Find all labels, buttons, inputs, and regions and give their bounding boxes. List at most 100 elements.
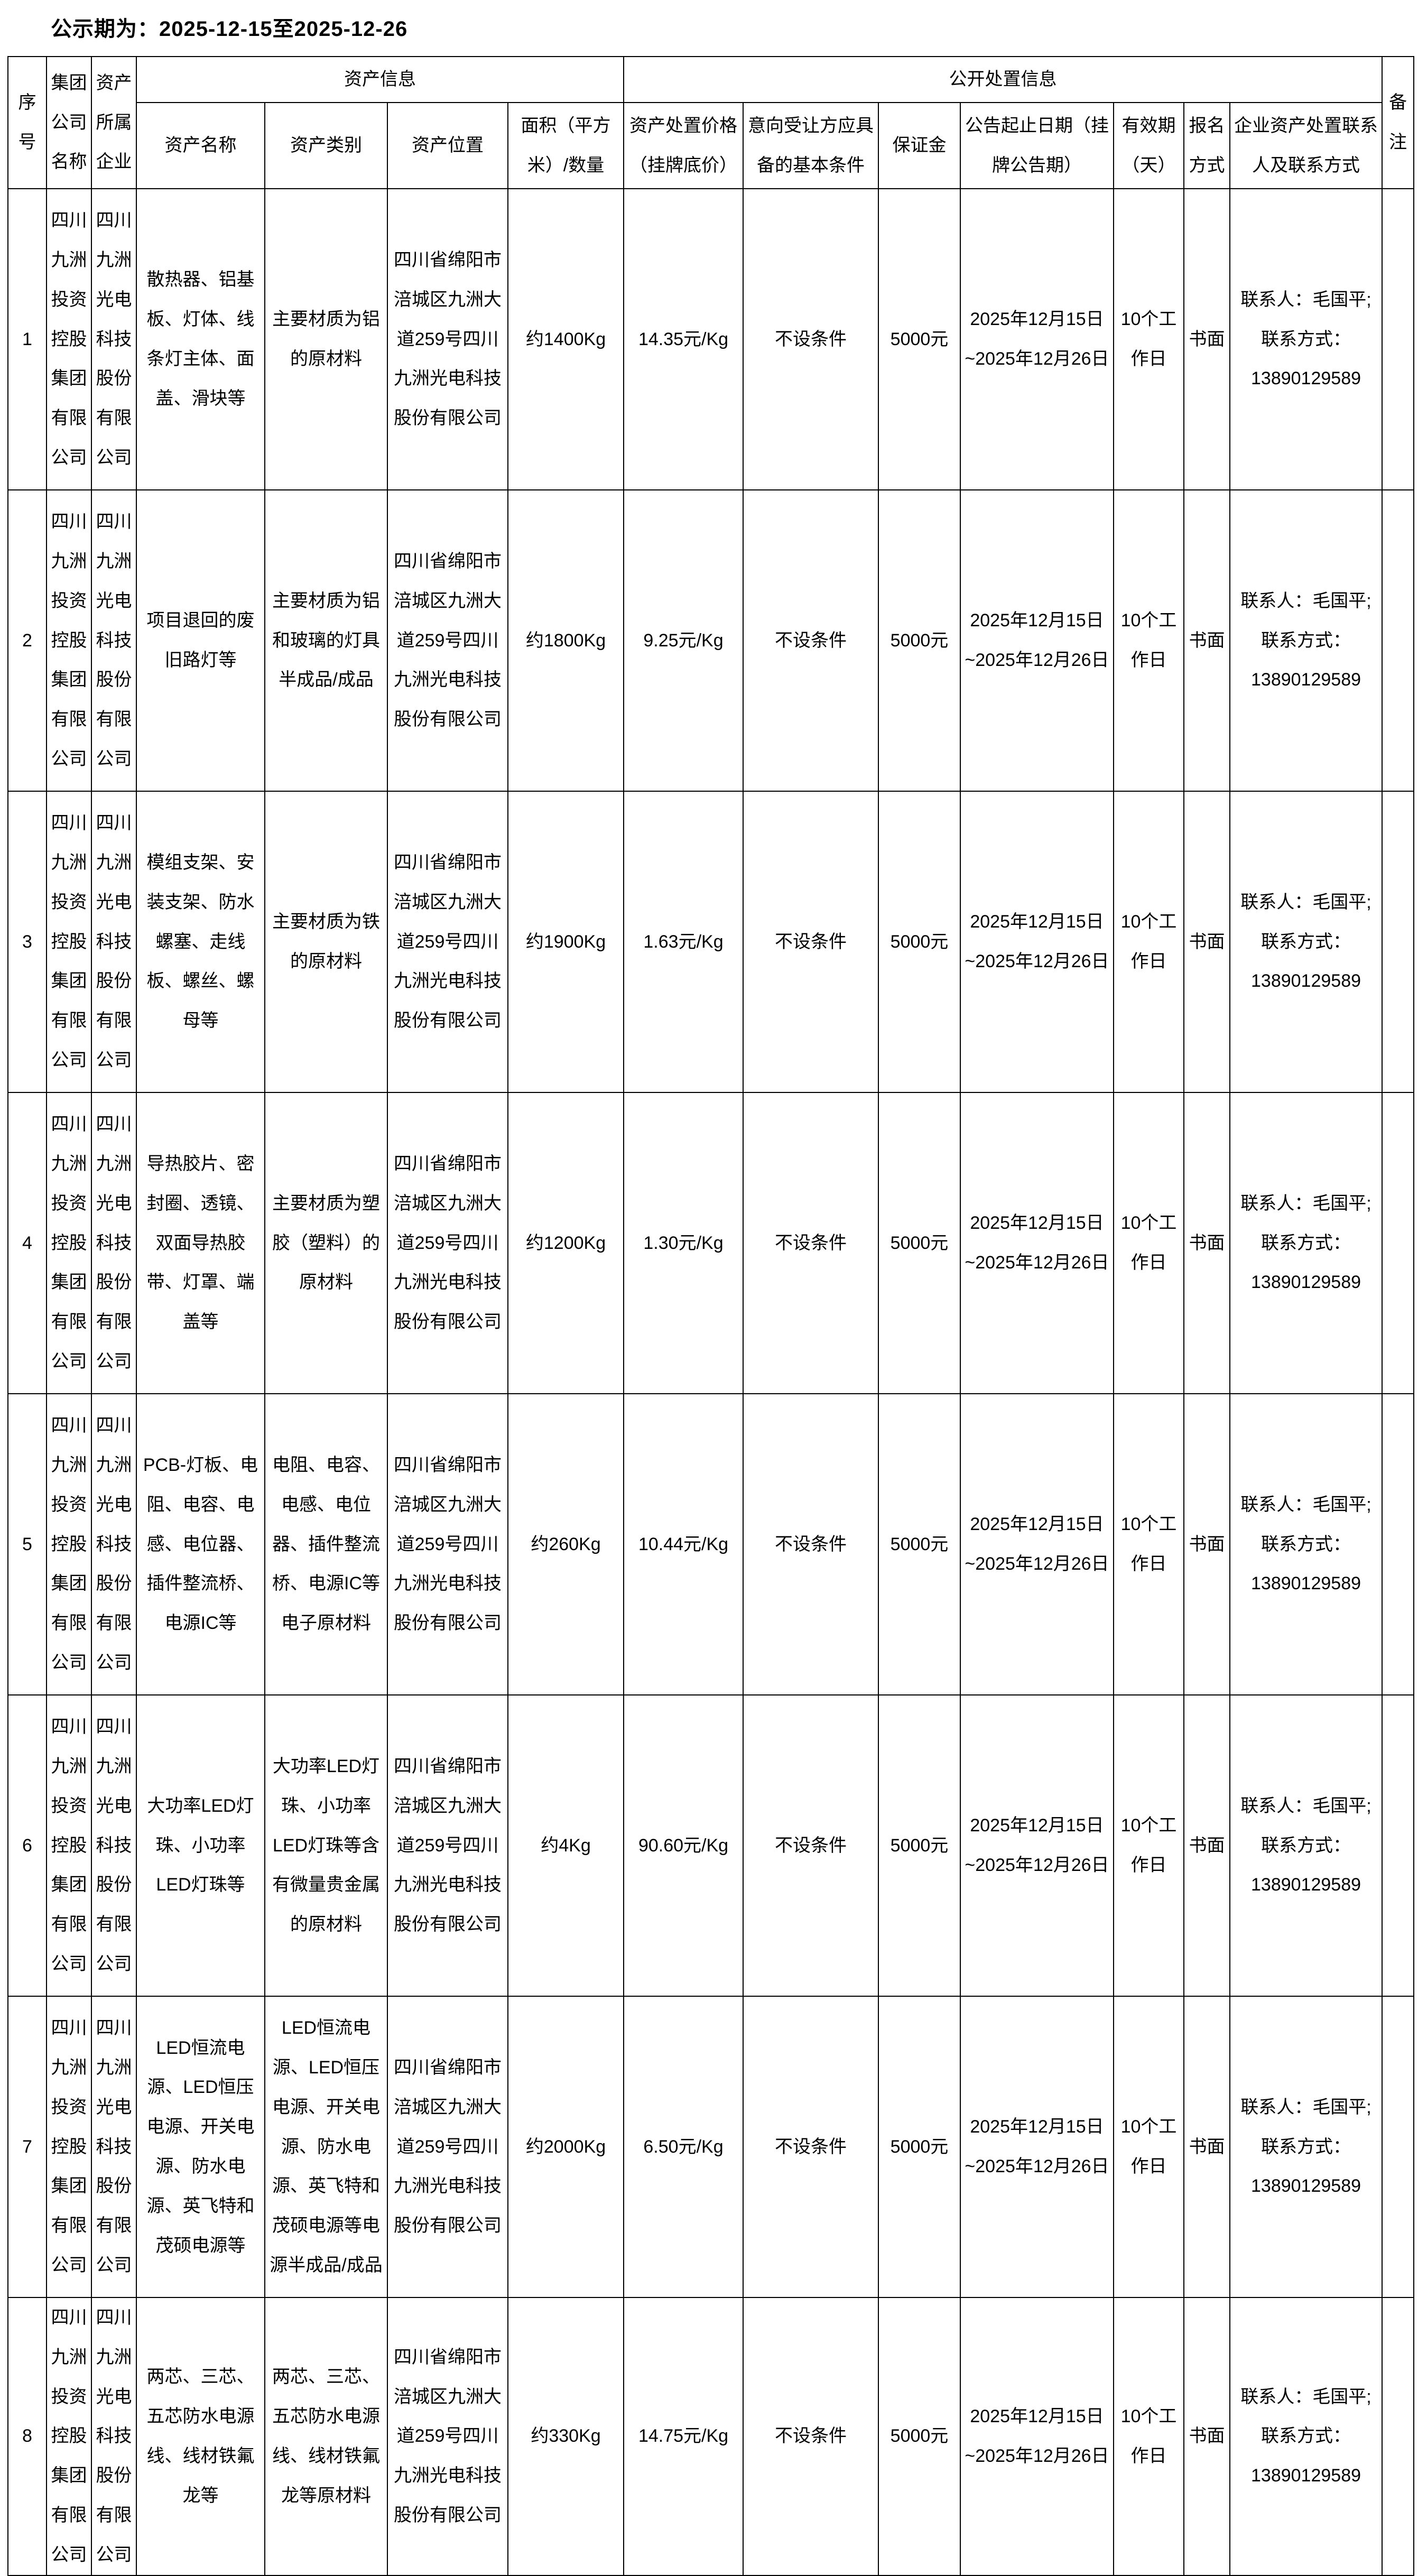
header-asset-info-group: 资产信息 xyxy=(136,56,624,103)
cell-asset-category: 大功率LED灯珠、小功率LED灯珠等含有微量贵金属的原材料 xyxy=(264,1694,388,1997)
cell-group-company: 四川九洲投资控股集团有限公司 xyxy=(46,791,92,1093)
cell-quantity: 约4Kg xyxy=(507,1694,624,1997)
cell-serial: 2 xyxy=(7,489,47,792)
table-row: 1 四川九洲投资控股集团有限公司 四川九洲光电科技股份有限公司 散热器、铝基板、… xyxy=(7,188,1415,490)
cell-asset-name: LED恒流电源、LED恒压电源、开关电源、防水电源、英飞特和茂硕电源等 xyxy=(136,1996,265,2298)
cell-asset-location: 四川省绵阳市涪城区九洲大道259号四川九洲光电科技股份有限公司 xyxy=(387,791,508,1093)
table-row: 4 四川九洲投资控股集团有限公司 四川九洲光电科技股份有限公司 导热胶片、密封圈… xyxy=(7,1092,1415,1394)
cell-remarks xyxy=(1382,1393,1415,1695)
cell-group-company: 四川九洲投资控股集团有限公司 xyxy=(46,2297,92,2576)
cell-serial: 8 xyxy=(7,2297,47,2576)
cell-asset-category: 主要材质为铝的原材料 xyxy=(264,188,388,490)
cell-notice-dates: 2025年12月15日~2025年12月26日 xyxy=(960,188,1114,490)
cell-asset-name: 模组支架、安装支架、防水螺塞、走线板、螺丝、螺母等 xyxy=(136,791,265,1093)
cell-contact: 联系人：毛国平;联系方式：13890129589 xyxy=(1229,1694,1383,1997)
cell-quantity: 约1400Kg xyxy=(507,188,624,490)
cell-deposit: 5000元 xyxy=(878,188,961,490)
cell-asset-category: 主要材质为铁的原材料 xyxy=(264,791,388,1093)
cell-price: 1.30元/Kg xyxy=(623,1092,744,1394)
header-area-quantity: 面积（平方米）/数量 xyxy=(507,102,624,189)
cell-notice-dates: 2025年12月15日~2025年12月26日 xyxy=(960,1092,1114,1394)
cell-registration: 书面 xyxy=(1183,1694,1230,1997)
cell-validity: 10个工作日 xyxy=(1113,489,1184,792)
header-asset-category: 资产类别 xyxy=(264,102,388,189)
cell-quantity: 约1200Kg xyxy=(507,1092,624,1394)
cell-asset-category: LED恒流电源、LED恒压电源、开关电源、防水电源、英飞特和茂硕电源等电源半成品… xyxy=(264,1996,388,2298)
cell-price: 9.25元/Kg xyxy=(623,489,744,792)
cell-asset-location: 四川省绵阳市涪城区九洲大道259号四川九洲光电科技股份有限公司 xyxy=(387,188,508,490)
cell-asset-enterprise: 四川九洲光电科技股份有限公司 xyxy=(91,489,137,792)
cell-validity: 10个工作日 xyxy=(1113,1092,1184,1394)
cell-asset-name: 大功率LED灯珠、小功率LED灯珠等 xyxy=(136,1694,265,1997)
cell-price: 14.35元/Kg xyxy=(623,188,744,490)
cell-deposit: 5000元 xyxy=(878,1092,961,1394)
cell-remarks xyxy=(1382,1694,1415,1997)
cell-deposit: 5000元 xyxy=(878,1393,961,1695)
cell-price: 14.75元/Kg xyxy=(623,2297,744,2576)
cell-remarks xyxy=(1382,188,1415,490)
cell-asset-location: 四川省绵阳市涪城区九洲大道259号四川九洲光电科技股份有限公司 xyxy=(387,1694,508,1997)
cell-quantity: 约2000Kg xyxy=(507,1996,624,2298)
cell-deposit: 5000元 xyxy=(878,1694,961,1997)
header-notice-dates: 公告起止日期（挂牌公告期） xyxy=(960,102,1114,189)
cell-serial: 4 xyxy=(7,1092,47,1394)
cell-contact: 联系人：毛国平;联系方式：13890129589 xyxy=(1229,2297,1383,2576)
cell-registration: 书面 xyxy=(1183,791,1230,1093)
cell-serial: 7 xyxy=(7,1996,47,2298)
header-disposal-info-group: 公开处置信息 xyxy=(623,56,1383,103)
cell-notice-dates: 2025年12月15日~2025年12月26日 xyxy=(960,1694,1114,1997)
cell-asset-name: 项目退回的废旧路灯等 xyxy=(136,489,265,792)
cell-contact: 联系人：毛国平;联系方式：13890129589 xyxy=(1229,489,1383,792)
cell-asset-location: 四川省绵阳市涪城区九洲大道259号四川九洲光电科技股份有限公司 xyxy=(387,1393,508,1695)
cell-contact: 联系人：毛国平;联系方式：13890129589 xyxy=(1229,1092,1383,1394)
cell-group-company: 四川九洲投资控股集团有限公司 xyxy=(46,1092,92,1394)
cell-notice-dates: 2025年12月15日~2025年12月26日 xyxy=(960,2297,1114,2576)
cell-asset-enterprise: 四川九洲光电科技股份有限公司 xyxy=(91,1393,137,1695)
cell-contact: 联系人：毛国平;联系方式：13890129589 xyxy=(1229,791,1383,1093)
table-row: 7 四川九洲投资控股集团有限公司 四川九洲光电科技股份有限公司 LED恒流电源、… xyxy=(7,1996,1415,2298)
notice-period-title: 公示期为：2025-12-15至2025-12-26 xyxy=(51,17,408,41)
cell-conditions: 不设条件 xyxy=(743,1393,879,1695)
cell-deposit: 5000元 xyxy=(878,2297,961,2576)
header-row-2: 资产名称 资产类别 资产位置 面积（平方米）/数量 资产处置价格（挂牌底价） 意… xyxy=(8,102,1414,189)
cell-quantity: 约330Kg xyxy=(507,2297,624,2576)
cell-notice-dates: 2025年12月15日~2025年12月26日 xyxy=(960,1393,1114,1695)
table-row: 3 四川九洲投资控股集团有限公司 四川九洲光电科技股份有限公司 模组支架、安装支… xyxy=(7,791,1415,1093)
cell-asset-name: 导热胶片、密封圈、透镜、双面导热胶带、灯罩、端盖等 xyxy=(136,1092,265,1394)
cell-asset-enterprise: 四川九洲光电科技股份有限公司 xyxy=(91,1996,137,2298)
cell-asset-enterprise: 四川九洲光电科技股份有限公司 xyxy=(91,791,137,1093)
cell-asset-location: 四川省绵阳市涪城区九洲大道259号四川九洲光电科技股份有限公司 xyxy=(387,489,508,792)
header-conditions: 意向受让方应具备的基本条件 xyxy=(743,102,879,189)
header-contact: 企业资产处置联系人及联系方式 xyxy=(1229,102,1383,189)
cell-asset-location: 四川省绵阳市涪城区九洲大道259号四川九洲光电科技股份有限公司 xyxy=(387,1996,508,2298)
cell-notice-dates: 2025年12月15日~2025年12月26日 xyxy=(960,791,1114,1093)
cell-deposit: 5000元 xyxy=(878,1996,961,2298)
cell-registration: 书面 xyxy=(1183,1092,1230,1394)
header-deposit: 保证金 xyxy=(878,102,961,189)
cell-asset-enterprise: 四川九洲光电科技股份有限公司 xyxy=(91,188,137,490)
cell-group-company: 四川九洲投资控股集团有限公司 xyxy=(46,1694,92,1997)
cell-asset-category: 主要材质为塑胶（塑料）的原材料 xyxy=(264,1092,388,1394)
cell-contact: 联系人：毛国平;联系方式：13890129589 xyxy=(1229,188,1383,490)
cell-contact: 联系人：毛国平;联系方式：13890129589 xyxy=(1229,1393,1383,1695)
cell-deposit: 5000元 xyxy=(878,791,961,1093)
header-asset-name: 资产名称 xyxy=(136,102,265,189)
header-group-company: 集团公司名称 xyxy=(46,56,92,189)
table-row: 5 四川九洲投资控股集团有限公司 四川九洲光电科技股份有限公司 PCB-灯板、电… xyxy=(7,1393,1415,1695)
cell-group-company: 四川九洲投资控股集团有限公司 xyxy=(46,1393,92,1695)
cell-asset-name: 两芯、三芯、五芯防水电源线、线材铁氟龙等 xyxy=(136,2297,265,2576)
cell-validity: 10个工作日 xyxy=(1113,188,1184,490)
cell-serial: 1 xyxy=(7,188,47,490)
cell-asset-category: 两芯、三芯、五芯防水电源线、线材铁氟龙等原材料 xyxy=(264,2297,388,2576)
cell-asset-location: 四川省绵阳市涪城区九洲大道259号四川九洲光电科技股份有限公司 xyxy=(387,1092,508,1394)
header-remarks: 备注 xyxy=(1382,56,1415,189)
cell-serial: 3 xyxy=(7,791,47,1093)
header-serial: 序号 xyxy=(7,56,47,189)
cell-conditions: 不设条件 xyxy=(743,2297,879,2576)
cell-price: 1.63元/Kg xyxy=(623,791,744,1093)
header-price: 资产处置价格（挂牌底价） xyxy=(623,102,744,189)
cell-remarks xyxy=(1382,489,1415,792)
header-validity: 有效期（天） xyxy=(1113,102,1184,189)
cell-deposit: 5000元 xyxy=(878,489,961,792)
cell-remarks xyxy=(1382,791,1415,1093)
